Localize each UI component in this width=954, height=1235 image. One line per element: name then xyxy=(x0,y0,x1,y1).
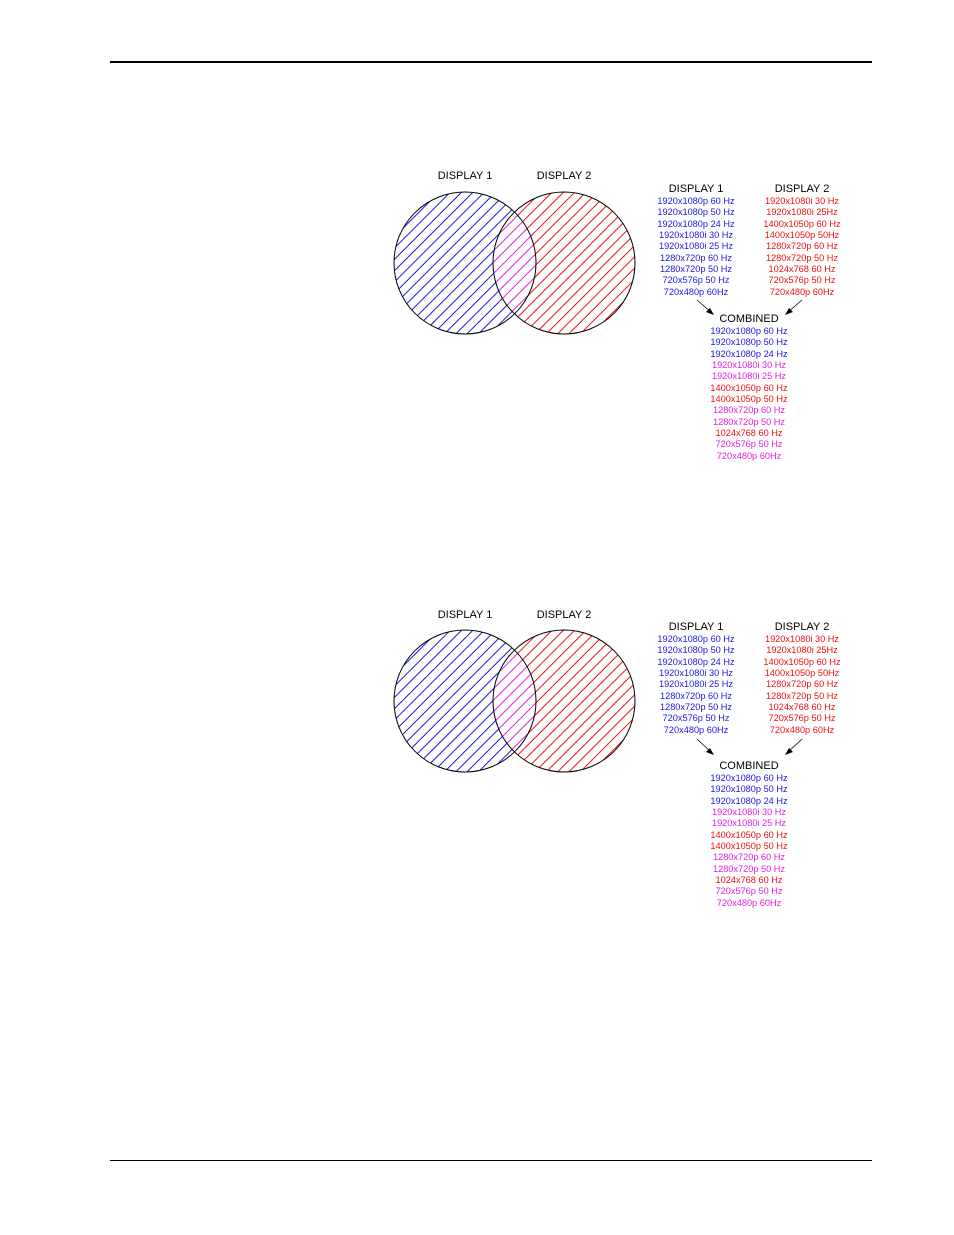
combined-mode-item: 1024x768 60 Hz xyxy=(715,875,783,886)
mode-item: 1280x720p 50 Hz xyxy=(765,690,839,701)
display2-circle xyxy=(493,192,635,334)
combined-title: COMBINED xyxy=(719,760,779,772)
arrow-right-head xyxy=(785,308,793,315)
combined-mode-item: 1920x1080p 50 Hz xyxy=(710,784,788,795)
mode-item: 1280x720p 60 Hz xyxy=(659,252,733,263)
mode-item: 1920x1080i 25 Hz xyxy=(658,679,734,690)
venn-diagram xyxy=(393,629,636,773)
mode-item: 1920x1080i 25 Hz xyxy=(658,241,734,252)
mode-item: 1024x768 60 Hz xyxy=(768,702,836,713)
combined-mode-item: 1400x1050p 60 Hz xyxy=(710,382,788,393)
mode-item: 1280x720p 50 Hz xyxy=(765,252,839,263)
mode-item: 1280x720p 50 Hz xyxy=(659,264,733,275)
combined-title: COMBINED xyxy=(719,313,779,325)
mode-item: 1920x1080i 30 Hz xyxy=(658,230,734,241)
mode-item: 720x576p 50 Hz xyxy=(768,713,836,724)
mode-item: 1400x1050p 60 Hz xyxy=(763,656,841,667)
combined-mode-item: 1920x1080p 24 Hz xyxy=(710,795,788,806)
venn-label-display1: DISPLAY 1 xyxy=(437,609,493,621)
combined-mode-item: 1400x1050p 60 Hz xyxy=(710,829,788,840)
mode-item: 1920x1080p 24 Hz xyxy=(657,656,735,667)
mode-item: 720x576p 50 Hz xyxy=(662,713,730,724)
combined-mode-item: 720x480p 60Hz xyxy=(716,450,782,461)
mode-item: 720x480p 60Hz xyxy=(769,724,835,735)
combined-mode-item: 1920x1080i 30 Hz xyxy=(711,807,787,818)
display1-mode-list: 1920x1080p 60 Hz 1920x1080p 50 Hz 1920x108… xyxy=(657,196,734,298)
combined-mode-item: 1920x1080i 30 Hz xyxy=(711,360,787,371)
display1-mode-list: 1920x1080p 60 Hz 1920x1080p 50 Hz 1920x108… xyxy=(657,634,734,736)
mode-item: 1920x1080p 50 Hz xyxy=(657,207,735,218)
arrow-left xyxy=(696,738,713,754)
mode-item: 720x480p 60Hz xyxy=(769,286,835,297)
mode-item: 1920x1080p 24 Hz xyxy=(657,218,735,229)
combined-mode-item: 1920x1080p 60 Hz xyxy=(710,773,788,783)
combined-mode-item: 1280x720p 50 Hz xyxy=(712,416,786,427)
mode-item: 1400x1050p 60 Hz xyxy=(763,218,841,229)
mode-item: 1280x720p 60 Hz xyxy=(765,241,839,252)
mode-item: 1920x1080i 30 Hz xyxy=(764,634,840,644)
mode-item: 1920x1080p 50 Hz xyxy=(657,645,735,656)
mode-item: 1400x1050p 50Hz xyxy=(764,668,840,679)
display2-circle xyxy=(493,630,635,772)
display2-title: DISPLAY 2 xyxy=(774,621,830,633)
display2-mode-list: 1920x1080i 30 Hz 1920x1080i 25Hz 1400x1050… xyxy=(763,196,840,298)
combined-mode-item: 1400x1050p 50 Hz xyxy=(710,841,788,852)
combined-mode-list: 1920x1080p 60 Hz 1920x1080p 50 Hz 1920x108… xyxy=(710,773,787,909)
combined-mode-item: 1024x768 60 Hz xyxy=(715,428,783,439)
mode-item: 1920x1080i 30 Hz xyxy=(658,668,734,679)
display1-circle xyxy=(394,192,536,334)
mode-item: 720x576p 50 Hz xyxy=(662,275,730,286)
combined-mode-item: 720x480p 60Hz xyxy=(716,897,782,908)
venn-label-display2: DISPLAY 2 xyxy=(536,170,592,182)
mode-item: 720x480p 60Hz xyxy=(663,286,729,297)
combined-mode-item: 720x576p 50 Hz xyxy=(715,886,783,897)
display1-title: DISPLAY 1 xyxy=(668,183,724,195)
arrow-left-head xyxy=(706,748,714,755)
venn-label-display2: DISPLAY 2 xyxy=(536,609,592,621)
arrow-right xyxy=(786,738,803,754)
mode-item: 1024x768 60 Hz xyxy=(768,264,836,275)
mode-item: 1400x1050p 50Hz xyxy=(764,230,840,241)
combined-mode-list: 1920x1080p 60 Hz 1920x1080p 50 Hz 1920x108… xyxy=(710,326,787,462)
arrow-right-head xyxy=(785,748,793,755)
mode-item: 1920x1080p 60 Hz xyxy=(657,196,735,206)
display1-title: DISPLAY 1 xyxy=(668,621,724,633)
display1-circle xyxy=(394,630,536,772)
arrow-right xyxy=(786,299,803,314)
combined-mode-item: 720x576p 50 Hz xyxy=(715,439,783,450)
combined-mode-item: 1920x1080p 60 Hz xyxy=(710,326,788,336)
venn-diagram xyxy=(393,191,636,335)
display2-mode-list: 1920x1080i 30 Hz 1920x1080i 25Hz 1400x1050… xyxy=(763,634,840,736)
venn-figure: DISPLAY 1 DISPLAY 2 DISPLAY 1 1920x1080p… xyxy=(0,160,954,470)
mode-item: 1280x720p 60 Hz xyxy=(659,690,733,701)
venn-label-display1: DISPLAY 1 xyxy=(437,170,493,182)
mode-item: 1280x720p 50 Hz xyxy=(659,702,733,713)
combined-mode-item: 1920x1080p 50 Hz xyxy=(710,337,788,348)
venn-figure: DISPLAY 1 DISPLAY 2 DISPLAY 1 1920x1080p… xyxy=(0,598,954,908)
mode-item: 1920x1080i 30 Hz xyxy=(764,196,840,206)
arrow-left xyxy=(696,299,713,314)
mode-item: 720x576p 50 Hz xyxy=(768,275,836,286)
mode-item: 720x480p 60Hz xyxy=(663,724,729,735)
mode-item: 1920x1080i 25Hz xyxy=(766,645,838,656)
display2-title: DISPLAY 2 xyxy=(774,183,830,195)
arrow-left-head xyxy=(706,308,714,315)
combined-mode-item: 1280x720p 50 Hz xyxy=(712,863,786,874)
mode-item: 1920x1080p 60 Hz xyxy=(657,634,735,644)
mode-item: 1920x1080i 25Hz xyxy=(766,207,838,218)
header-rule xyxy=(110,61,872,63)
combined-mode-item: 1920x1080p 24 Hz xyxy=(710,348,788,359)
combined-mode-item: 1280x720p 60 Hz xyxy=(712,405,786,416)
combined-mode-item: 1280x720p 60 Hz xyxy=(712,852,786,863)
footer-rule xyxy=(110,1160,872,1161)
combined-mode-item: 1920x1080i 25 Hz xyxy=(711,371,787,382)
combined-mode-item: 1920x1080i 25 Hz xyxy=(711,818,787,829)
combined-mode-item: 1400x1050p 50 Hz xyxy=(710,394,788,405)
mode-item: 1280x720p 60 Hz xyxy=(765,679,839,690)
